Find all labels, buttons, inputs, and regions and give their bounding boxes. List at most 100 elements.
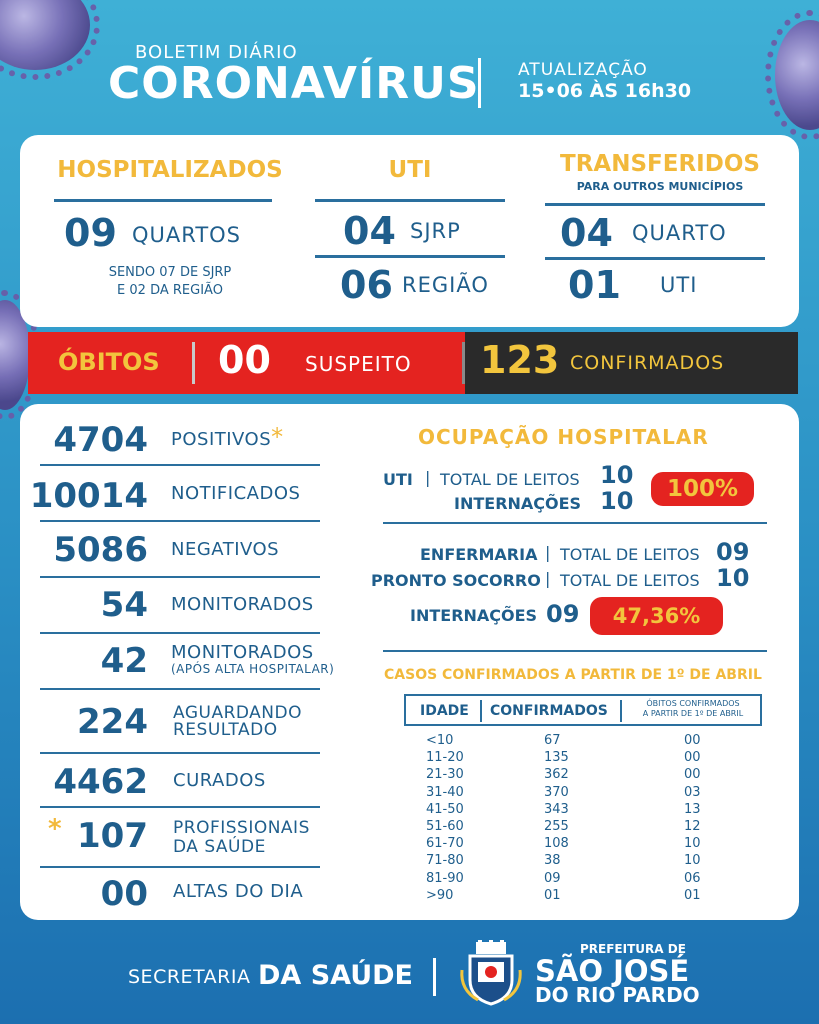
city-crest-icon bbox=[460, 940, 522, 1006]
update-label: ATUALIZAÇÃO bbox=[518, 60, 648, 80]
divider bbox=[383, 522, 767, 524]
cell-idade: >90 bbox=[426, 887, 454, 903]
stat-label-text: MONITORADOS bbox=[171, 642, 314, 663]
cell-idade: 81-90 bbox=[426, 870, 464, 886]
stat-notificados-number: 10014 bbox=[29, 476, 148, 516]
divider bbox=[54, 199, 272, 202]
uti-regiao-label: REGIÃO bbox=[402, 273, 489, 297]
obitos-suspeito-number: 00 bbox=[218, 338, 271, 382]
page-title: CORONAVÍRUS bbox=[108, 58, 480, 109]
obitos-divider bbox=[192, 342, 195, 384]
hospitalizados-label: QUARTOS bbox=[132, 223, 242, 247]
enfermaria-internacoes-number: 09 bbox=[546, 600, 580, 628]
stat-altas-label: ALTAS DO DIA bbox=[173, 881, 304, 902]
uti-internacoes-label: INTERNAÇÕES bbox=[454, 494, 582, 513]
cell-obitos: 12 bbox=[684, 819, 701, 834]
note-line: E 02 DA REGIÃO bbox=[117, 283, 223, 298]
uti-label: UTI bbox=[383, 470, 413, 489]
footer-saude: DA SAÚDE bbox=[258, 960, 413, 991]
virus-illustration bbox=[765, 10, 819, 140]
cell-obitos: 13 bbox=[684, 801, 701, 817]
divider bbox=[40, 520, 320, 522]
stat-positivos-number: 4704 bbox=[53, 420, 148, 460]
separator-pipe: | bbox=[425, 468, 431, 487]
casos-title: CASOS CONFIRMADOS A PARTIR DE 1º DE ABRI… bbox=[384, 667, 762, 683]
cell-idade: 31-40 bbox=[426, 784, 464, 800]
col-obitos-line: A PARTIR DE 1º DE ABRIL bbox=[642, 709, 744, 718]
divider bbox=[40, 576, 320, 578]
cell-idade: 21-30 bbox=[426, 767, 464, 783]
enfermaria-label: ENFERMARIA bbox=[420, 545, 538, 564]
cell-obitos: 10 bbox=[684, 836, 701, 852]
footer-city-line2: DO RIO PARDO bbox=[535, 983, 700, 1007]
table-row: 41-50 343 13 bbox=[404, 802, 762, 819]
enfermaria-total-leitos-label: TOTAL DE LEITOS bbox=[560, 545, 700, 564]
update-date: 15•06 ÀS 16h30 bbox=[518, 80, 692, 102]
cell-obitos: 00 bbox=[684, 767, 701, 783]
divider bbox=[383, 650, 767, 652]
asterisk-mark: * bbox=[48, 814, 62, 844]
cell-obitos: 10 bbox=[684, 853, 701, 869]
divider bbox=[40, 688, 320, 690]
cell-confirmados: 01 bbox=[544, 887, 561, 903]
stat-aguardando-label: AGUARDANDO RESULTADO bbox=[173, 705, 302, 739]
divider bbox=[40, 866, 320, 868]
footer-divider bbox=[433, 958, 436, 996]
cell-confirmados: 370 bbox=[544, 784, 569, 800]
stat-label-text: PROFISSIONAIS bbox=[173, 818, 310, 838]
stat-altas-number: 00 bbox=[100, 874, 148, 914]
stat-sublabel: (APÓS ALTA HOSPITALAR) bbox=[171, 662, 335, 676]
obitos-divider bbox=[462, 342, 465, 384]
enfermaria-occupancy-badge: 47,36% bbox=[590, 597, 723, 635]
separator-pipe: | bbox=[545, 569, 551, 588]
stat-curados-label: CURADOS bbox=[173, 770, 266, 791]
table-row: >90 01 01 bbox=[404, 888, 762, 905]
hospitalizados-number: 09 bbox=[64, 211, 117, 255]
table-row: 21-30 362 00 bbox=[404, 767, 762, 784]
pronto-socorro-total-number: 10 bbox=[716, 564, 750, 592]
cell-confirmados: 255 bbox=[544, 819, 569, 834]
divider bbox=[40, 464, 320, 466]
table-row: 51-60 255 12 bbox=[404, 819, 762, 836]
obitos-bar-suspeito bbox=[28, 332, 465, 394]
column-divider bbox=[480, 700, 482, 722]
stat-curados-number: 4462 bbox=[53, 762, 148, 802]
uti-total-leitos-number: 10 bbox=[600, 461, 634, 489]
stat-profissionais-number: 107 bbox=[77, 816, 148, 856]
obitos-confirmados-label: CONFIRMADOS bbox=[570, 352, 725, 374]
asterisk-mark: * bbox=[271, 423, 284, 451]
stat-sublabel: RESULTADO bbox=[173, 720, 278, 740]
cell-idade: 11-20 bbox=[426, 750, 464, 766]
obitos-suspeito-label: SUSPEITO bbox=[305, 352, 412, 376]
uti-title: UTI bbox=[388, 157, 432, 183]
stat-label-text: AGUARDANDO bbox=[173, 703, 302, 723]
cell-obitos: 00 bbox=[684, 733, 701, 748]
virus-illustration bbox=[0, 0, 100, 80]
cell-idade: 61-70 bbox=[426, 836, 464, 852]
enfermaria-internacoes-label: INTERNAÇÕES bbox=[410, 606, 538, 625]
hospitalizados-title: HOSPITALIZADOS bbox=[57, 157, 283, 183]
uti-sjrp-number: 04 bbox=[343, 209, 396, 253]
stat-notificados-label: NOTIFICADOS bbox=[171, 483, 301, 504]
stat-aguardando-number: 224 bbox=[77, 702, 148, 742]
table-row: 31-40 370 03 bbox=[404, 785, 762, 802]
uti-total-leitos-label: TOTAL DE LEITOS bbox=[440, 470, 580, 489]
header-subtitle: BOLETIM DIÁRIO bbox=[135, 42, 298, 63]
table-row: 81-90 09 06 bbox=[404, 871, 762, 888]
stat-label-text: POSITIVOS bbox=[171, 429, 272, 450]
cell-confirmados: 67 bbox=[544, 733, 561, 748]
cell-confirmados: 362 bbox=[544, 767, 569, 783]
casos-table-header: IDADE CONFIRMADOS ÓBITOS CONFIRMADOS A P… bbox=[404, 694, 762, 726]
obitos-title: ÓBITOS bbox=[58, 348, 160, 376]
cell-confirmados: 343 bbox=[544, 801, 569, 817]
transferidos-subtitle: PARA OUTROS MUNICÍPIOS bbox=[576, 180, 744, 193]
col-obitos: ÓBITOS CONFIRMADOS A PARTIR DE 1º DE ABR… bbox=[626, 699, 760, 719]
stat-monitorados-label: MONITORADOS bbox=[171, 594, 314, 615]
cell-obitos: 01 bbox=[684, 887, 701, 903]
stat-positivos-label: POSITIVOS* bbox=[171, 425, 284, 450]
divider bbox=[40, 632, 320, 634]
note-line: SENDO 07 DE SJRP bbox=[108, 265, 232, 280]
col-confirmados: CONFIRMADOS bbox=[490, 703, 608, 719]
divider bbox=[315, 199, 505, 202]
cell-idade: 41-50 bbox=[426, 801, 464, 817]
